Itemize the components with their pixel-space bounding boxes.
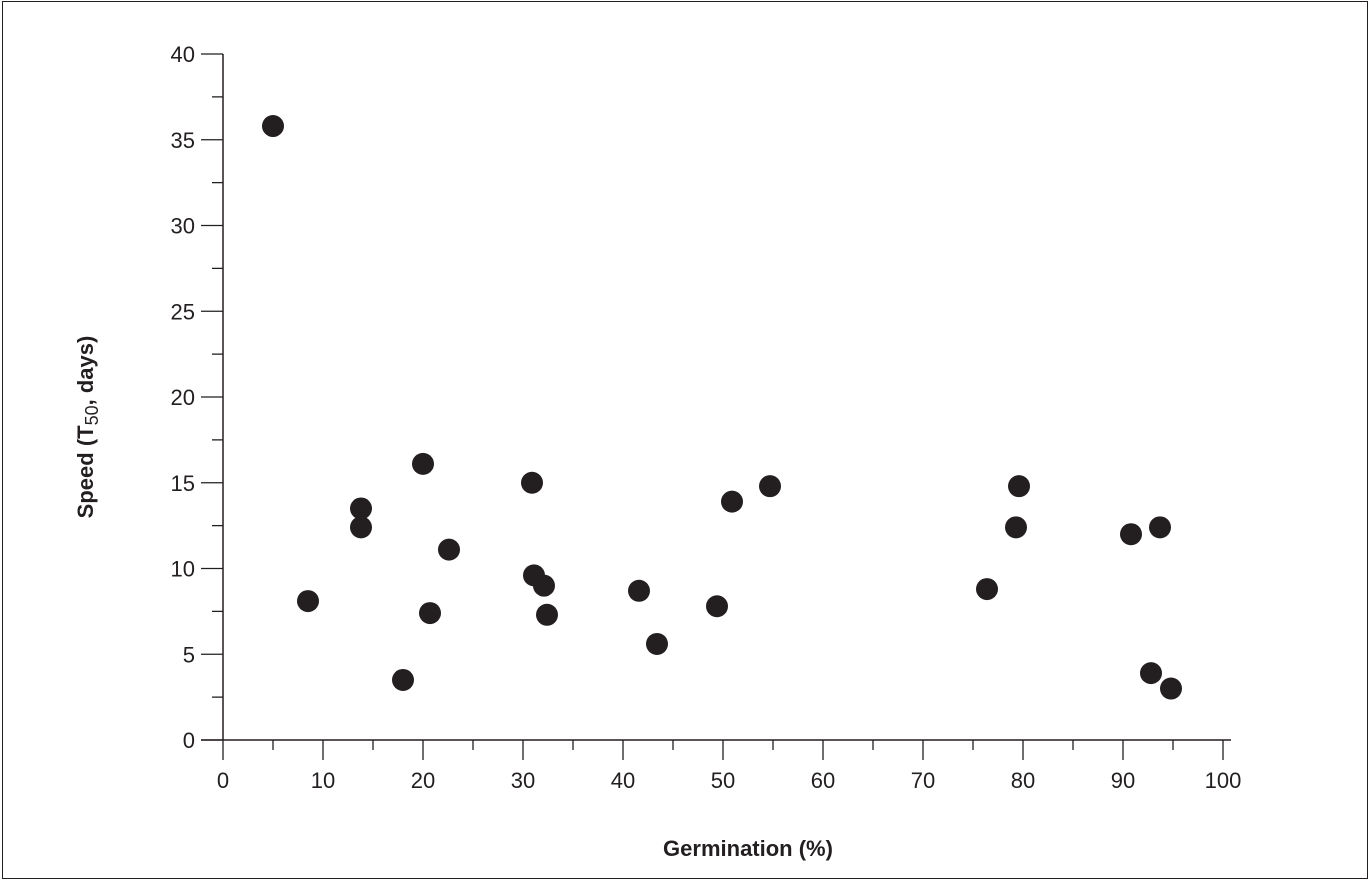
y-tick-label: 10 <box>171 557 195 582</box>
y-tick-label: 35 <box>171 128 195 153</box>
x-axis-ticks: 0 10 20 30 40 50 60 70 80 90 100 <box>217 740 1241 793</box>
y-axis-ticks: 0 5 10 15 20 25 30 35 40 <box>171 42 223 753</box>
data-point <box>262 115 284 138</box>
x-tick-label: 30 <box>511 768 535 793</box>
x-tick-label: 10 <box>311 768 335 793</box>
x-tick-label: 20 <box>411 768 435 793</box>
data-point <box>1149 516 1171 539</box>
data-point <box>533 574 555 597</box>
y-axis-title-subscript: 50 <box>82 405 102 425</box>
data-point <box>392 668 414 691</box>
x-tick-label: 60 <box>811 768 835 793</box>
data-point <box>1140 662 1162 685</box>
x-tick-label: 90 <box>1111 768 1135 793</box>
x-tick-label: 50 <box>711 768 735 793</box>
data-point <box>759 475 781 498</box>
x-tick-label: 100 <box>1205 768 1242 793</box>
data-point <box>297 590 319 613</box>
y-tick-label: 15 <box>171 471 195 496</box>
data-point <box>628 579 650 602</box>
x-axis-title: Germination (%) <box>663 836 833 861</box>
data-point <box>706 595 728 618</box>
y-axis-title-prefix: Speed (T <box>73 425 98 518</box>
data-point <box>1160 677 1182 700</box>
y-tick-label: 25 <box>171 299 195 324</box>
data-point <box>536 603 558 626</box>
data-point <box>438 538 460 561</box>
data-point <box>976 578 998 601</box>
data-point <box>412 452 434 475</box>
y-tick-label: 5 <box>183 642 195 667</box>
x-tick-label: 80 <box>1011 768 1035 793</box>
data-point <box>1120 523 1142 546</box>
x-tick-label: 70 <box>911 768 935 793</box>
data-point <box>350 516 372 539</box>
data-point <box>419 602 441 625</box>
axes <box>201 54 1231 741</box>
data-point <box>350 497 372 520</box>
data-point <box>1008 475 1030 498</box>
data-point <box>1005 516 1027 539</box>
y-tick-label: 0 <box>183 728 195 753</box>
data-point <box>646 632 668 655</box>
y-tick-label: 20 <box>171 385 195 410</box>
x-tick-label: 40 <box>611 768 635 793</box>
data-point <box>521 471 543 494</box>
data-points <box>262 115 1182 700</box>
data-point <box>721 490 743 513</box>
y-axis-title: Speed (T50, days) <box>73 336 102 519</box>
x-tick-label: 0 <box>217 768 229 793</box>
y-axis-title-suffix: , days) <box>73 336 98 406</box>
y-tick-label: 40 <box>171 42 195 67</box>
y-tick-label: 30 <box>171 214 195 239</box>
